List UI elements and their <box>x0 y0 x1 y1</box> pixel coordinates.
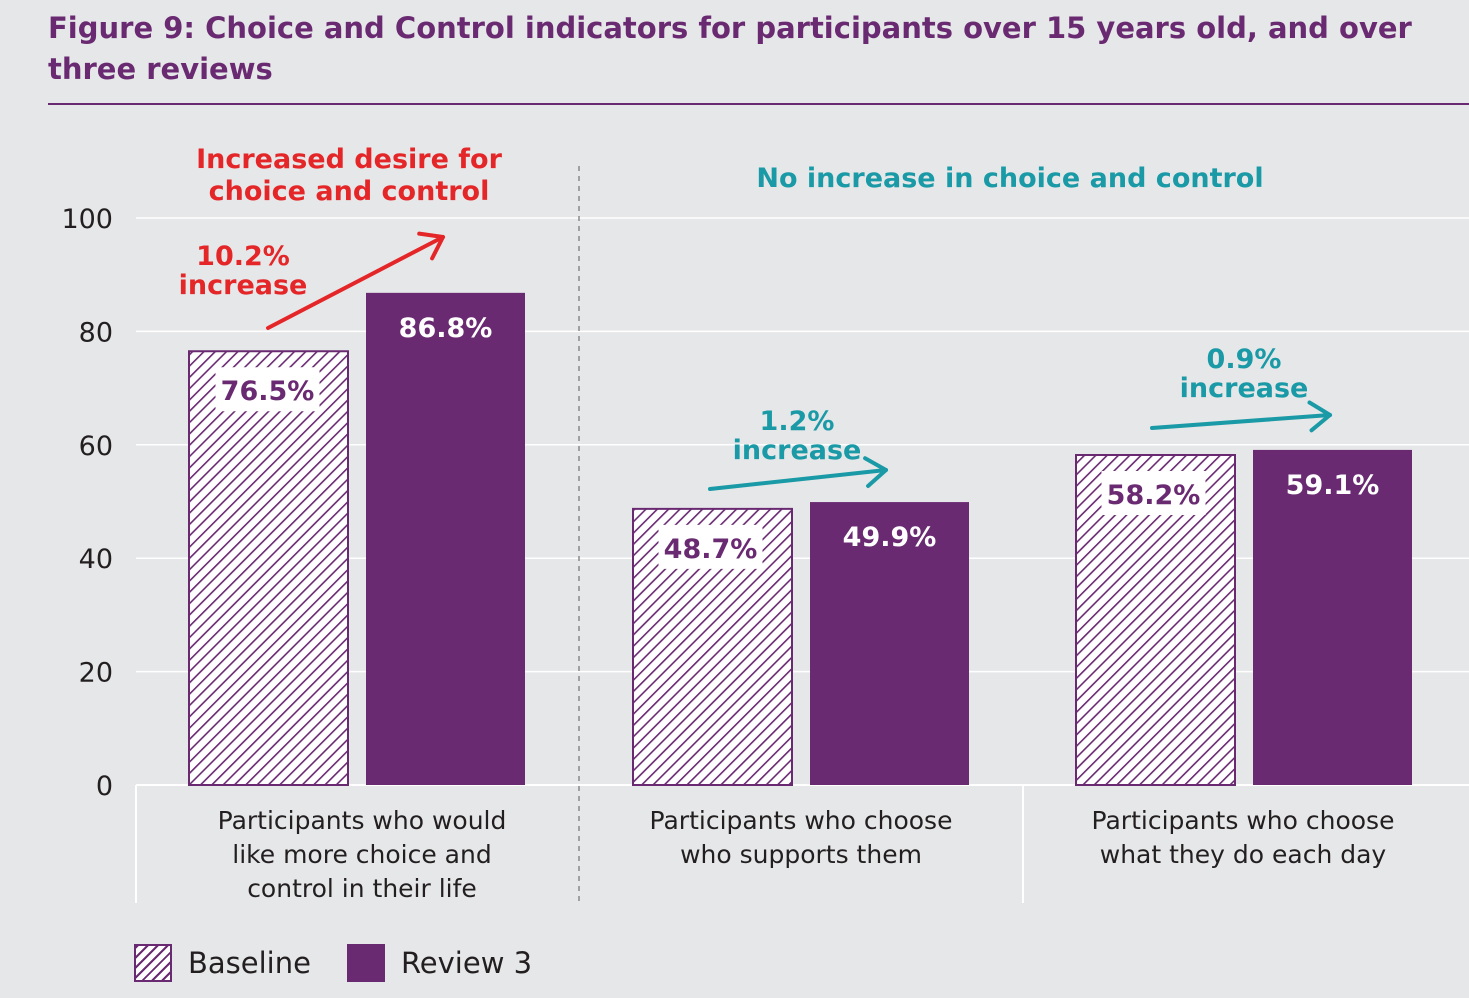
y-tick-label: 40 <box>79 544 113 575</box>
annotation-text: increase <box>179 270 308 301</box>
annotation-text: 1.2% <box>760 406 835 437</box>
y-tick-label: 20 <box>79 658 113 689</box>
y-tick-label: 100 <box>61 204 113 235</box>
annotation-text: 0.9% <box>1207 344 1282 375</box>
data-label-bg <box>215 367 320 412</box>
y-tick-label: 80 <box>79 317 113 348</box>
category-label: like more choice and <box>232 840 491 869</box>
category-label: Participants who would <box>218 806 507 835</box>
data-label-review-3: 59.1% <box>1286 470 1380 501</box>
category-label: what they do each day <box>1100 840 1387 869</box>
bar-chart: 0 20 40 60 80 100 Participants who would like m… <box>61 144 1469 903</box>
data-label-review-3: 49.9% <box>843 522 937 553</box>
annotation-text: 10.2% <box>196 241 290 272</box>
data-label-review-3: 86.8% <box>399 313 493 344</box>
annotation-arrowhead <box>417 231 445 261</box>
annotation-text: increase <box>733 435 862 466</box>
y-tick-label: 0 <box>96 771 113 802</box>
section-heading: No increase in choice and control <box>756 163 1263 194</box>
category-label: Participants who choose <box>1092 806 1395 835</box>
data-label-baseline: 76.5% <box>221 376 315 407</box>
bar-baseline <box>188 350 349 786</box>
y-tick-label: 60 <box>79 431 113 462</box>
annotation-arrow <box>708 468 888 491</box>
legend-label-baseline: Baseline <box>188 946 311 980</box>
bar-review-3 <box>810 502 969 785</box>
annotation-arrowhead <box>863 456 888 488</box>
bar-review-3 <box>1253 449 1412 785</box>
figure-title: Figure 9: Choice and Control indicators … <box>48 11 1412 86</box>
data-label-bg <box>1101 471 1206 516</box>
bar-review-3 <box>366 292 525 785</box>
annotation-text: increase <box>1180 373 1309 404</box>
legend-swatch-review-3 <box>346 944 385 982</box>
legend: Baseline Review 3 <box>134 942 568 984</box>
category-label: control in their life <box>247 874 477 903</box>
annotation-arrowhead <box>1307 400 1332 433</box>
title-rule <box>48 103 1469 105</box>
annotation-arrow <box>266 235 445 330</box>
data-label-baseline: 48.7% <box>664 534 758 565</box>
category-label: Participants who choose <box>650 806 953 835</box>
legend-swatch-baseline <box>134 944 172 982</box>
category-label: who supports them <box>680 840 922 869</box>
data-label-bg <box>658 524 763 569</box>
annotation-arrow <box>1150 413 1332 430</box>
legend-label-review-3: Review 3 <box>400 946 533 980</box>
section-heading: Increased desire for <box>196 144 503 175</box>
data-label-baseline: 58.2% <box>1107 480 1201 511</box>
section-heading: choice and control <box>209 176 490 207</box>
